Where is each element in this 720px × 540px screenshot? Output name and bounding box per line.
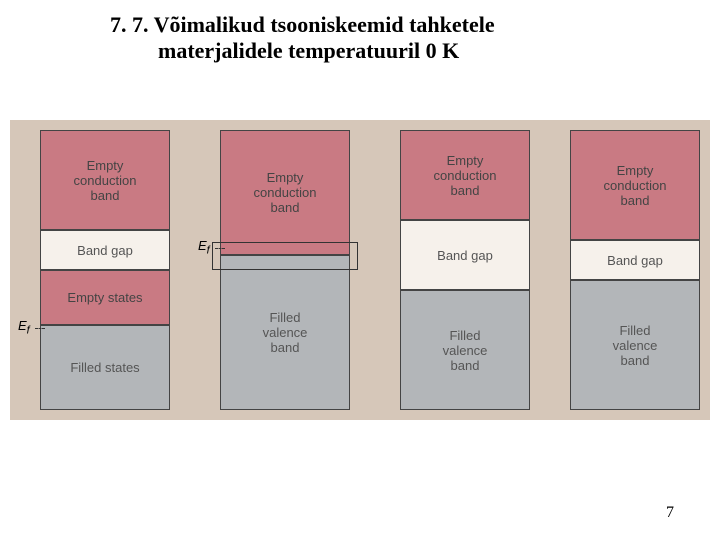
band-region: Band gap xyxy=(400,220,530,290)
band-region-label: Band gap xyxy=(77,243,133,258)
band-region: Emptyconductionband xyxy=(220,130,350,255)
band-region-label: Empty states xyxy=(67,290,142,305)
band-diagram-figure: EmptyconductionbandBand gapEmpty statesF… xyxy=(10,120,710,420)
band-column-0: Emptyconductionband Band gap Empty states F… xyxy=(40,130,170,410)
band-region: Band gap xyxy=(40,230,170,270)
fermi-level-line xyxy=(215,248,225,249)
band-region-label: Filled xyxy=(269,310,300,325)
title-line-1: 7. 7. Võimalikud tsooniskeemid tahketele xyxy=(110,12,620,38)
band-region-label: valence xyxy=(263,325,308,340)
page-number: 7 xyxy=(666,504,674,522)
band-region-label: band xyxy=(271,340,300,355)
band-region-label: Empty xyxy=(447,153,484,168)
page-title: 7. 7. Võimalikud tsooniskeemid tahketele… xyxy=(100,12,620,65)
band-region-label: band xyxy=(621,193,650,208)
band-region-label: Filled states xyxy=(70,360,139,375)
fermi-level-label: Ef xyxy=(18,318,30,337)
band-region-label: conduction xyxy=(604,178,667,193)
band-region-label: conduction xyxy=(434,168,497,183)
overlap-indicator xyxy=(212,242,358,270)
band-region: Band gap xyxy=(570,240,700,280)
band-column-1: EmptyconductionbandFilledvalencebandEf xyxy=(220,130,350,410)
band-region: Empty states xyxy=(40,270,170,325)
fermi-level-label: Ef xyxy=(198,238,210,257)
band-column-3: EmptyconductionbandBand gapFilledvalence… xyxy=(570,130,700,410)
band-region-label: Empty xyxy=(87,158,124,173)
band-region-label: Band gap xyxy=(607,253,663,268)
band-region-label: Empty xyxy=(267,170,304,185)
band-region-label: conduction xyxy=(74,173,137,188)
band-region-label: Empty xyxy=(617,163,654,178)
band-region: Emptyconductionband xyxy=(570,130,700,240)
band-region-label: band xyxy=(91,188,120,203)
band-region-label: band xyxy=(451,183,480,198)
band-region: Filledvalenceband xyxy=(400,290,530,410)
band-region-label: band xyxy=(451,358,480,373)
band-column-2: EmptyconductionbandBand gapFilledvalence… xyxy=(400,130,530,410)
band-region: Emptyconductionband xyxy=(40,130,170,230)
band-region-label: Filled xyxy=(449,328,480,343)
band-region: Filledvalenceband xyxy=(570,280,700,410)
band-region-label: Filled xyxy=(619,323,650,338)
band-region: Emptyconductionband xyxy=(400,130,530,220)
title-line-2: materjalidele temperatuuril 0 K xyxy=(110,38,620,64)
band-region-label: band xyxy=(621,353,650,368)
band-region-label: Band gap xyxy=(437,248,493,263)
band-region: Filled states xyxy=(40,325,170,410)
band-region-label: valence xyxy=(443,343,488,358)
band-region-label: conduction xyxy=(254,185,317,200)
band-region-label: band xyxy=(271,200,300,215)
band-region: Filledvalenceband xyxy=(220,255,350,410)
band-region-label: valence xyxy=(613,338,658,353)
fermi-level-line xyxy=(35,328,45,329)
